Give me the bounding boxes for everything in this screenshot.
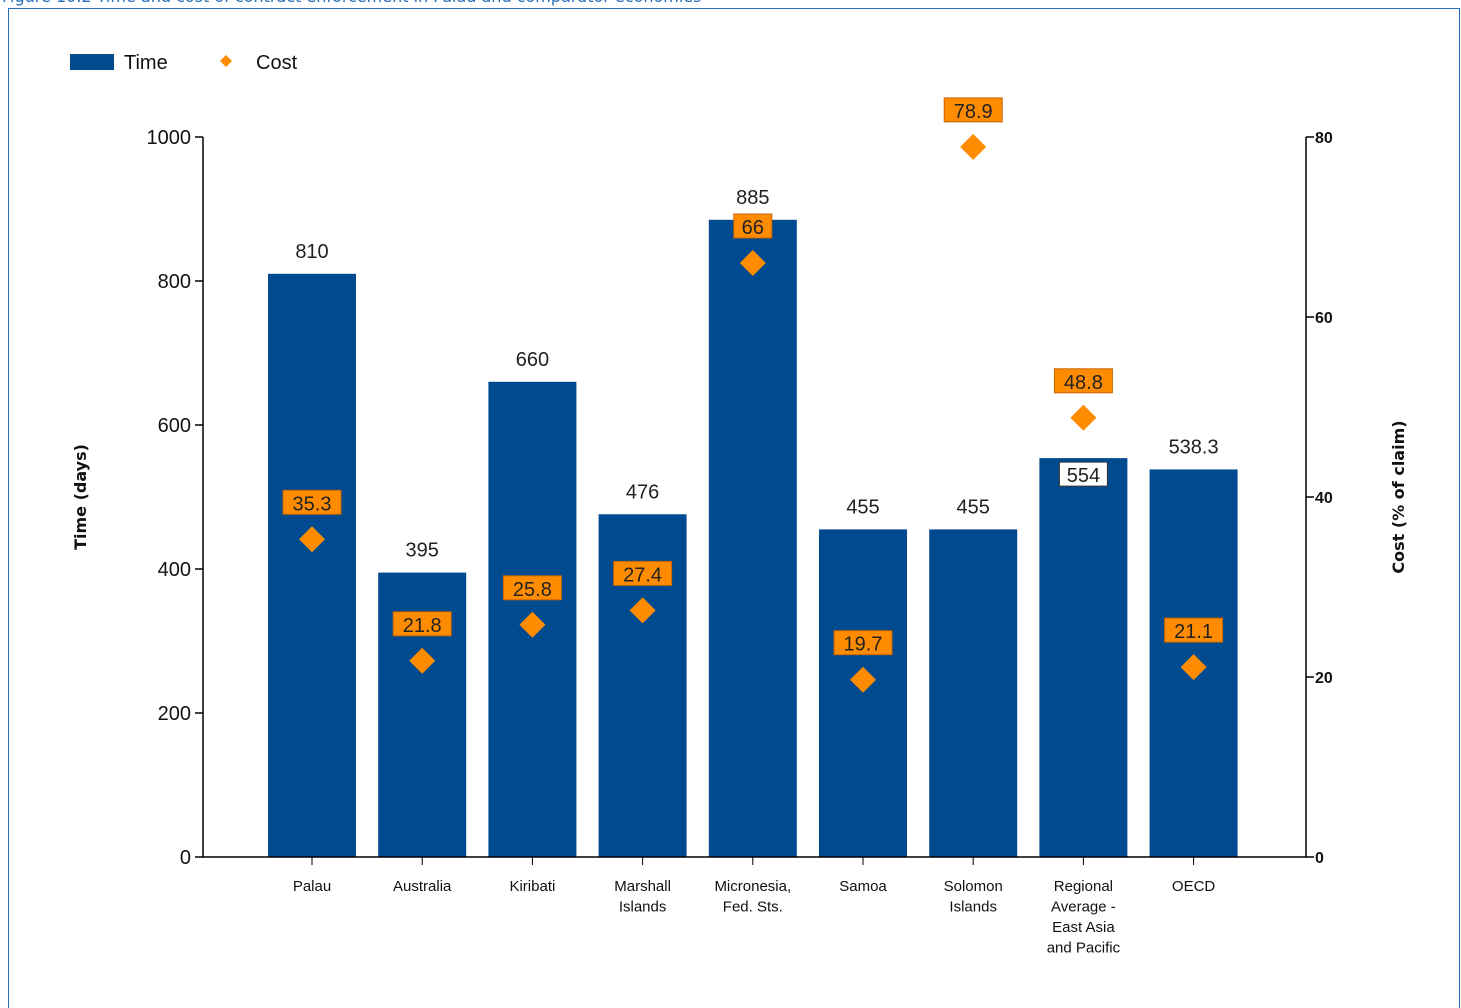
left-tick-label: 400	[158, 559, 191, 581]
cost-value-label: 27.4	[623, 564, 662, 586]
category-label: Micronesia,	[714, 878, 791, 895]
time-value-label: 885	[736, 187, 769, 209]
bar-time	[819, 529, 907, 857]
category-label: Solomon	[944, 878, 1003, 895]
time-value-label: 476	[626, 481, 659, 503]
time-value-label: 455	[846, 496, 879, 518]
cost-diamond-marker	[850, 666, 876, 693]
time-value-label: 554	[1067, 465, 1100, 487]
category-label: Kiribati	[509, 878, 555, 895]
cost-label-box	[392, 611, 452, 637]
cost-value-label: 19.7	[844, 634, 883, 656]
cost-value-label: 78.9	[954, 101, 993, 123]
left-tick-label: 600	[158, 415, 191, 437]
legend-time-label: Time	[124, 52, 168, 74]
left-tick-label: 1000	[147, 127, 192, 149]
cost-value-label: 66	[742, 217, 764, 239]
figure-caption: Figure 10.2 Time and cost of contract en…	[2, 0, 702, 8]
category-label: Islands	[619, 899, 667, 916]
right-tick-label: 20	[1315, 670, 1333, 687]
time-value-label: 538.3	[1169, 436, 1219, 458]
category-label: Marshall	[614, 878, 671, 895]
bar-time	[268, 273, 356, 857]
category-label: Regional	[1054, 878, 1113, 895]
category-label: OECD	[1172, 878, 1216, 895]
y-left-axis-title: Time (days)	[71, 444, 90, 550]
category-label: Islands	[949, 899, 997, 916]
right-tick-label: 0	[1315, 850, 1324, 867]
right-tick-label: 60	[1315, 310, 1333, 327]
time-value-label: 395	[406, 540, 439, 562]
cost-value-label: 48.8	[1064, 372, 1103, 394]
category-label: East Asia	[1052, 919, 1115, 936]
cost-diamond-marker	[519, 611, 546, 638]
cost-label-box	[502, 575, 562, 601]
cost-label-box	[1053, 368, 1113, 394]
cost-diamond-marker	[1070, 404, 1097, 431]
left-tick-label: 200	[158, 703, 191, 725]
category-label: Average -	[1051, 899, 1116, 916]
legend-time-swatch	[70, 54, 114, 70]
legend-cost-label: Cost	[256, 52, 298, 74]
cost-label-box	[833, 630, 893, 656]
cost-label-box	[1164, 617, 1224, 643]
time-value-label: 455	[957, 496, 990, 518]
cost-value-label: 25.8	[513, 579, 552, 601]
right-tick-label: 80	[1315, 130, 1333, 147]
category-label: and Pacific	[1047, 940, 1121, 957]
bar-time	[929, 529, 1018, 857]
cost-label-box	[943, 97, 1003, 123]
cost-diamond-marker	[299, 526, 325, 553]
left-tick-label: 0	[180, 847, 191, 869]
left-tick-label: 800	[158, 271, 191, 293]
cost-label-box	[613, 560, 673, 586]
legend-cost-diamond-icon	[220, 55, 232, 67]
cost-value-label: 21.1	[1174, 621, 1213, 643]
right-tick-label: 40	[1315, 490, 1333, 507]
cost-label-box	[282, 489, 342, 515]
cost-diamond-marker	[1180, 654, 1207, 681]
cost-diamond-marker	[739, 250, 766, 276]
category-label: Fed. Sts.	[723, 899, 783, 916]
bar-time	[708, 219, 797, 858]
cost-value-label: 35.3	[293, 493, 332, 515]
cost-diamond-marker	[409, 647, 436, 674]
y-right-axis-title: Cost (% of claim)	[1389, 420, 1408, 573]
cost-diamond-marker	[629, 597, 656, 624]
figure-frame	[8, 8, 1460, 1008]
bar-time	[1039, 458, 1128, 857]
cost-value-label: 21.8	[403, 615, 442, 637]
category-label: Australia	[393, 878, 452, 895]
category-label: Palau	[293, 878, 331, 895]
cost-diamond-marker	[960, 133, 987, 160]
category-label: Samoa	[839, 878, 887, 895]
time-value-label: 810	[295, 241, 328, 263]
time-value-label: 660	[516, 349, 549, 371]
time-label-box	[1058, 461, 1108, 487]
cost-label-box	[733, 213, 773, 239]
